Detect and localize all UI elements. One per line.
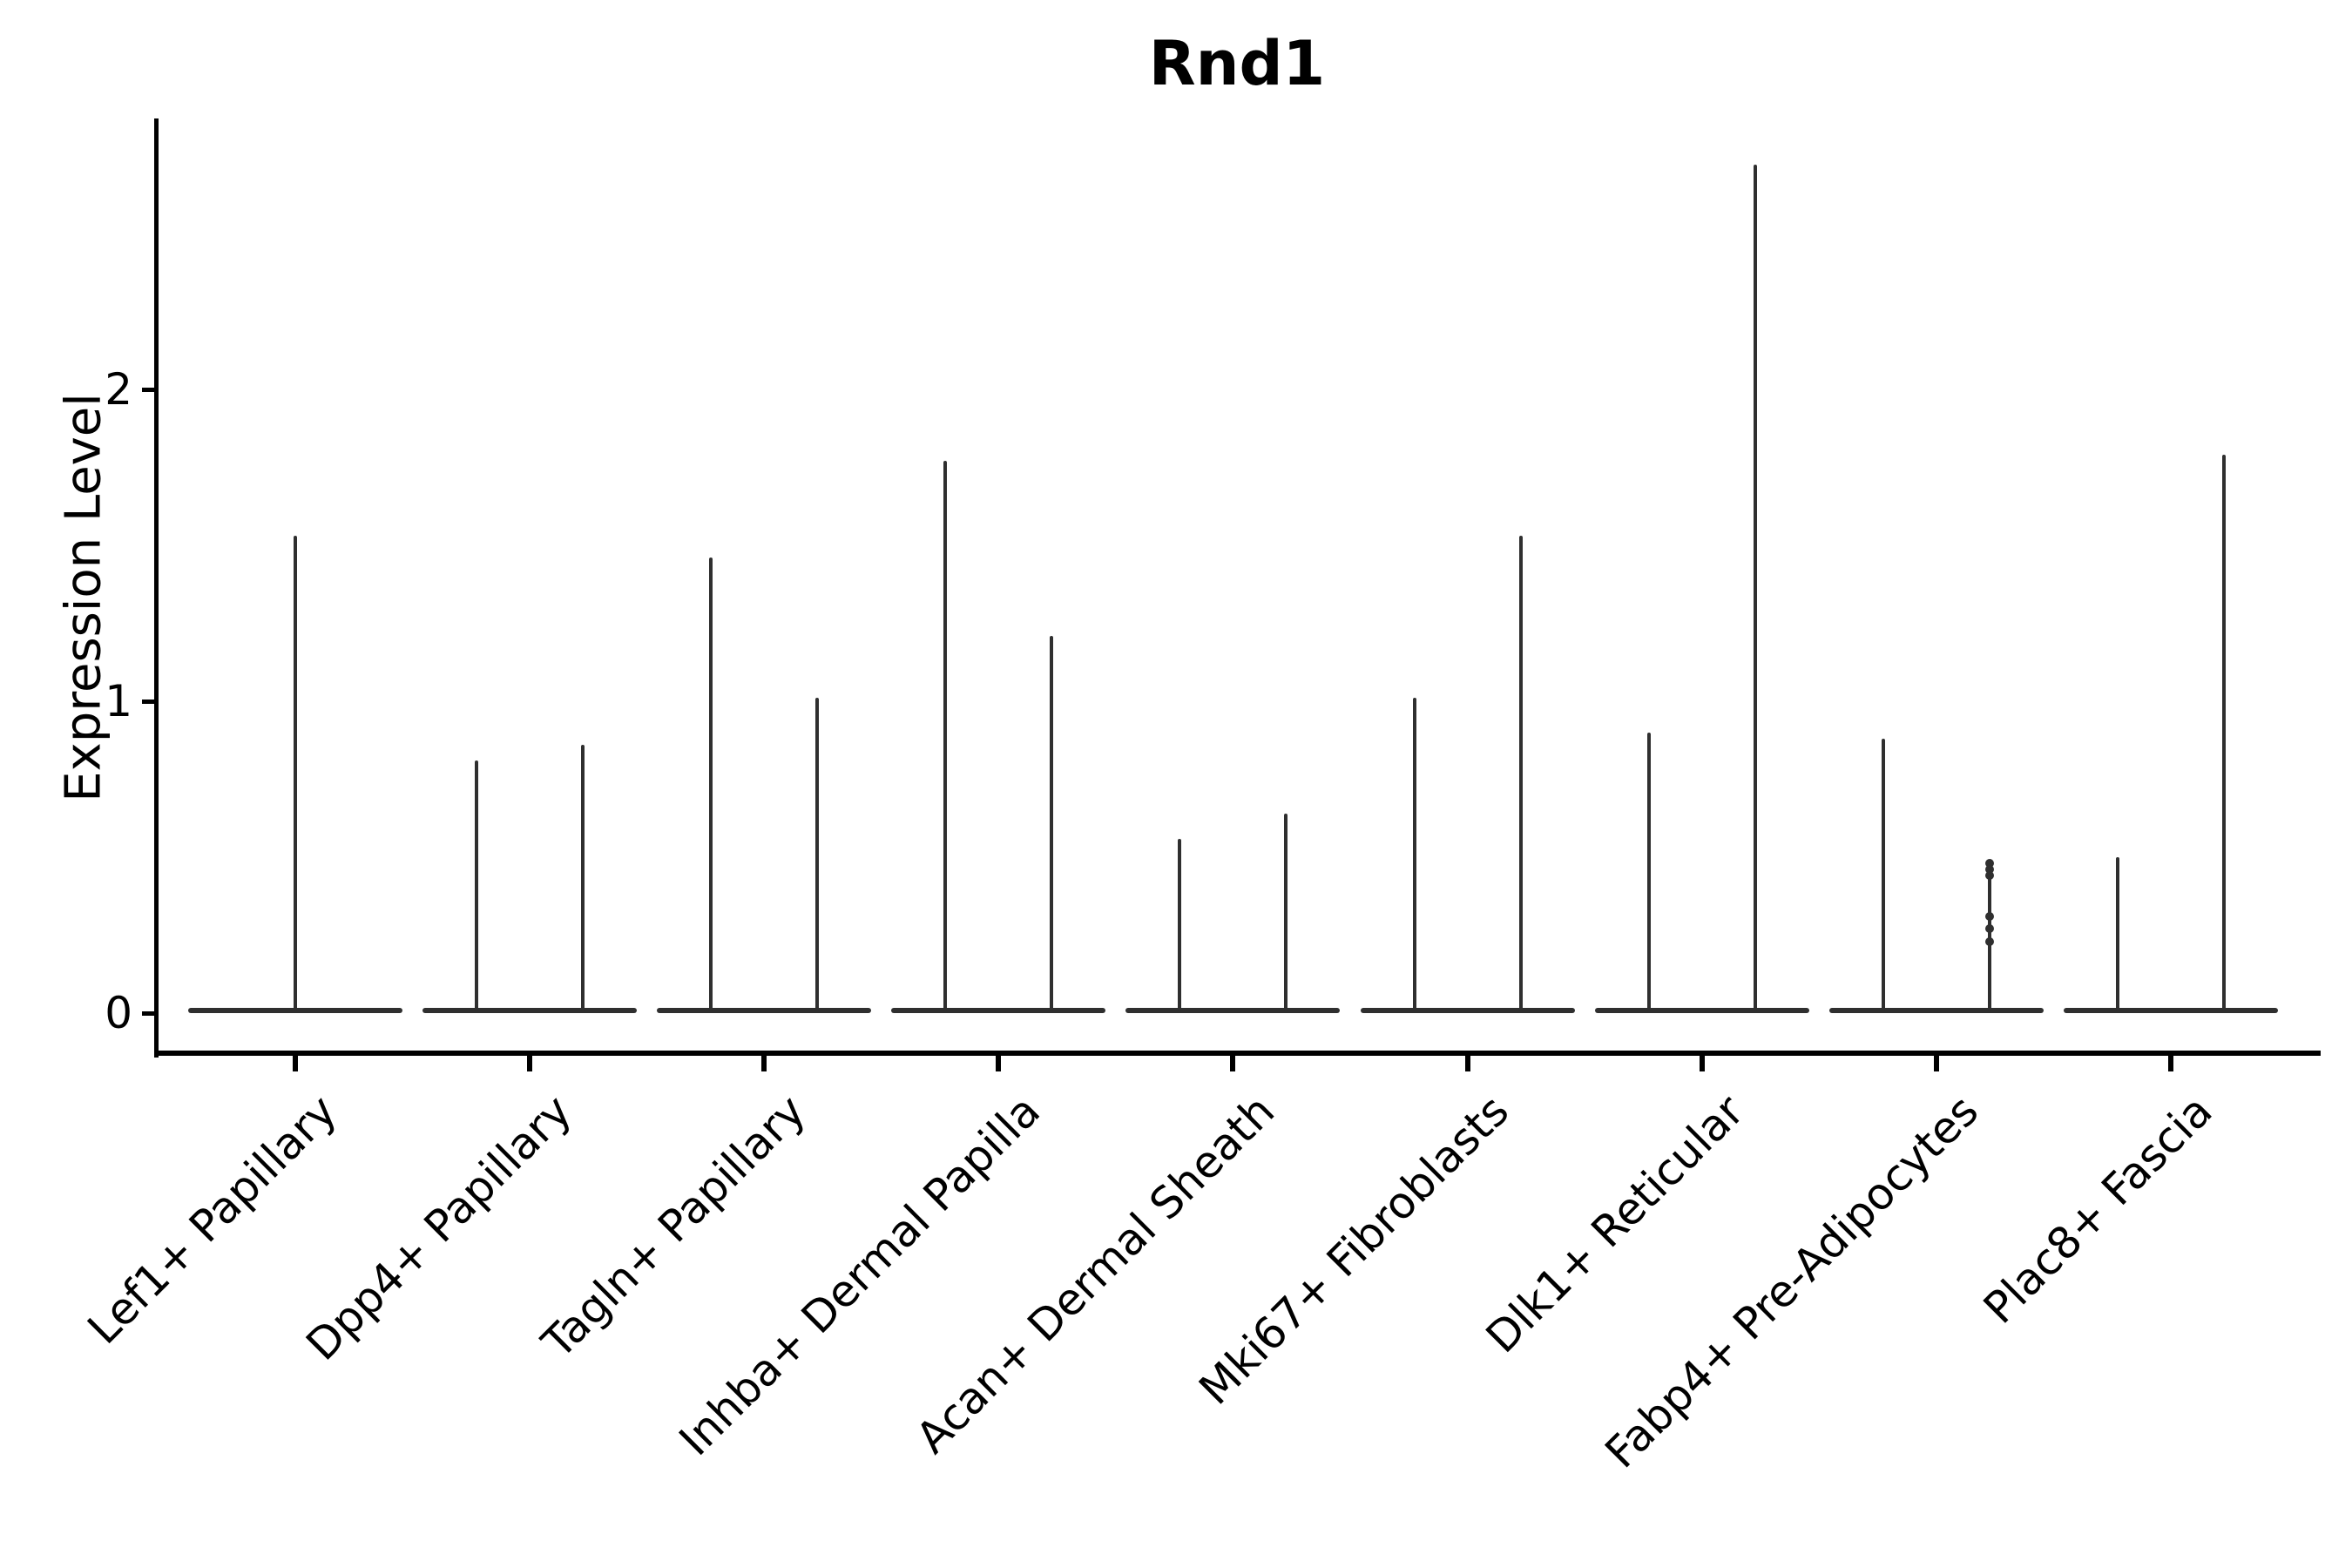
- violin-spike: [2115, 857, 2119, 1012]
- violin-baseline: [1125, 1008, 1341, 1013]
- violin-baseline: [2063, 1008, 2278, 1013]
- x-tick: [293, 1056, 298, 1071]
- x-tick-label: Fabp4+ Pre-Adipocytes: [1595, 1085, 1988, 1478]
- violin-spike: [1178, 838, 1182, 1012]
- y-tick-label: 0: [105, 988, 132, 1038]
- x-tick: [1933, 1056, 1939, 1071]
- x-tick-label: Lef1+ Papillary: [78, 1085, 348, 1355]
- violin-spike: [581, 745, 585, 1012]
- violin-baseline: [657, 1008, 872, 1013]
- violin-baseline: [1594, 1008, 1809, 1013]
- violin-baseline: [1828, 1008, 2044, 1013]
- violin-spike: [1881, 738, 1885, 1012]
- violin-spike: [709, 558, 713, 1012]
- x-tick-label: Plac8+ Fascia: [1974, 1085, 2222, 1334]
- violin-spike: [1646, 732, 1651, 1012]
- violin-spike: [475, 760, 479, 1012]
- y-tick: [142, 699, 156, 704]
- y-tick: [142, 1010, 156, 1016]
- y-tick-label: 2: [105, 364, 132, 415]
- x-tick: [2167, 1056, 2173, 1071]
- y-axis-spine: [154, 118, 159, 1058]
- violin-spike: [1987, 860, 1991, 1012]
- y-axis-label: Expression Level: [55, 393, 112, 802]
- y-tick: [142, 387, 156, 392]
- x-tick-label: Dlk1+ Reticular: [1476, 1085, 1754, 1363]
- x-tick: [996, 1056, 1002, 1071]
- x-tick: [527, 1056, 533, 1071]
- violin-spike: [815, 698, 820, 1012]
- violin-spike: [1284, 813, 1288, 1012]
- violin-spike: [1518, 536, 1523, 1012]
- violin-spike: [943, 461, 948, 1012]
- violin-spike: [1050, 635, 1054, 1012]
- violin-spike: [2221, 455, 2226, 1012]
- jitter-point: [1984, 871, 1994, 881]
- jitter-point: [1984, 912, 1994, 922]
- violin-baseline: [422, 1008, 638, 1013]
- violin-baseline: [891, 1008, 1106, 1013]
- violin-spike: [294, 536, 297, 1012]
- violin-spike: [1753, 165, 1757, 1012]
- x-tick: [1464, 1056, 1470, 1071]
- x-tick: [761, 1056, 767, 1071]
- y-tick-label: 1: [105, 676, 132, 727]
- x-tick: [1699, 1056, 1705, 1071]
- x-axis-spine: [154, 1051, 2321, 1056]
- plot-title: Rnd1: [1148, 28, 1326, 99]
- jitter-point: [1984, 924, 1994, 934]
- jitter-point: [1984, 859, 1994, 868]
- x-tick: [1230, 1056, 1236, 1071]
- violin-spike: [1412, 698, 1416, 1012]
- violin-baseline: [1360, 1008, 1575, 1013]
- jitter-point: [1984, 865, 1994, 875]
- jitter-point: [1984, 936, 1994, 946]
